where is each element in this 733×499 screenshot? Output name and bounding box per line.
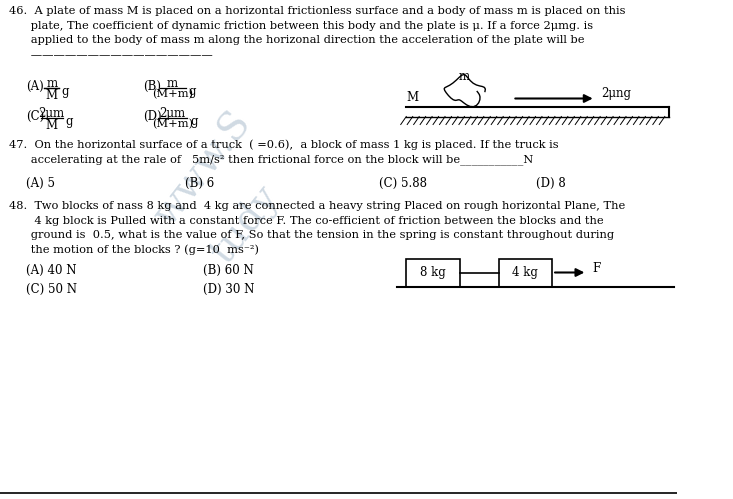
Text: g: g: [62, 84, 70, 97]
Text: (D) 8: (D) 8: [536, 177, 565, 190]
Text: (M+m): (M+m): [152, 118, 194, 129]
Text: (C): (C): [26, 109, 44, 122]
Text: (M+m): (M+m): [152, 88, 194, 99]
Text: (B) 60 N: (B) 60 N: [203, 264, 254, 277]
Text: (C) 50 N: (C) 50 N: [26, 282, 77, 295]
Text: m: m: [167, 76, 178, 89]
Text: (D): (D): [143, 109, 162, 122]
Text: applied to the body of mass m along the horizonal direction the acceleration of : applied to the body of mass m along the …: [10, 35, 585, 45]
Text: 2μm: 2μm: [160, 106, 185, 119]
Text: 4 kg block is Pulled with a constant force F. The co-efficient of friction betwe: 4 kg block is Pulled with a constant for…: [10, 216, 604, 226]
Text: 8 kg: 8 kg: [420, 266, 446, 279]
Text: M: M: [45, 88, 58, 101]
Text: ————————————————: ————————————————: [10, 49, 213, 59]
Text: (D) 30 N: (D) 30 N: [203, 282, 254, 295]
Bar: [498, 258, 552, 286]
Text: ground is  0.5, what is the value of F, So that the tension in the spring is con: ground is 0.5, what is the value of F, S…: [10, 230, 614, 240]
Text: F: F: [592, 262, 600, 275]
Text: accelerating at the rale of   5m/s² then frictional force on the block will be__: accelerating at the rale of 5m/s² then f…: [10, 154, 534, 165]
Text: tudy: tudy: [203, 178, 287, 270]
Text: M: M: [406, 90, 419, 103]
Text: (A) 5: (A) 5: [26, 177, 55, 190]
Text: 4 kg: 4 kg: [512, 266, 538, 279]
Text: plate, The coefficient of dynamic friction between this body and the plate is μ.: plate, The coefficient of dynamic fricti…: [10, 20, 593, 30]
Text: www.S: www.S: [147, 105, 259, 233]
Text: the motion of the blocks ? (g=10  ms⁻²): the motion of the blocks ? (g=10 ms⁻²): [10, 245, 259, 255]
Text: (A) 40 N: (A) 40 N: [26, 264, 76, 277]
Text: g: g: [65, 114, 73, 128]
Text: 48.  Two blocks of nass 8 kg and  4 kg are connected a heavy string Placed on ro: 48. Two blocks of nass 8 kg and 4 kg are…: [10, 201, 625, 211]
Text: 47.  On the horizontal surface of a truck  ( =0.6),  a block of mass 1 kg is pla: 47. On the horizontal surface of a truck…: [10, 140, 559, 150]
Text: m: m: [46, 76, 57, 89]
Text: (C) 5.88: (C) 5.88: [378, 177, 427, 190]
Text: M: M: [45, 118, 58, 132]
Text: g: g: [188, 84, 196, 97]
Text: (A): (A): [26, 79, 43, 92]
Text: 46.  A plate of mass M is placed on a horizontal frictionless surface and a body: 46. A plate of mass M is placed on a hor…: [10, 6, 626, 16]
Text: 2μm: 2μm: [39, 106, 65, 119]
Bar: [406, 258, 460, 286]
Text: 2μng: 2μng: [601, 87, 631, 100]
Text: g: g: [190, 114, 198, 128]
Text: (B): (B): [143, 79, 161, 92]
Text: (B) 6: (B) 6: [185, 177, 214, 190]
Text: m: m: [459, 69, 470, 82]
